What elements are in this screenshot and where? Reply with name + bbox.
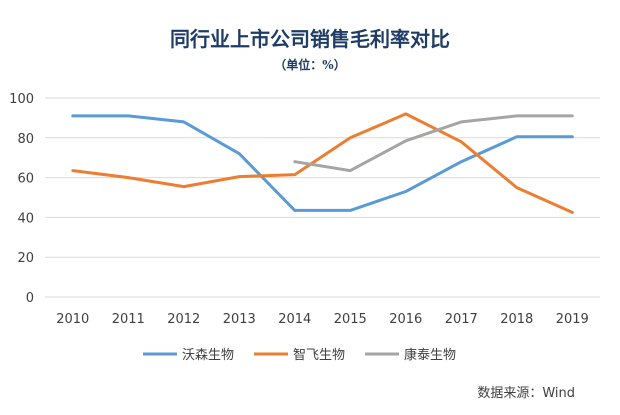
legend-label-kangtai: 康泰生物 [404, 347, 456, 363]
x-tick-label: 2018 [500, 312, 533, 327]
legend: 沃森生物 智飞生物 康泰生物 [143, 347, 456, 363]
series-line-1 [71, 112, 574, 214]
x-tick-label: 2013 [223, 312, 256, 327]
y-tick-label: 0 [26, 291, 34, 306]
y-axis: 0 20 40 60 80 100 [9, 92, 34, 306]
x-tick-label: 2016 [389, 312, 422, 327]
series-line-0 [71, 114, 574, 212]
data-source-note: 数据来源：Wind [477, 386, 575, 401]
y-tick-label: 100 [9, 92, 34, 107]
series-line-2 [293, 114, 574, 173]
y-tick-label: 60 [17, 172, 34, 187]
x-tick-label: 2015 [334, 312, 367, 327]
legend-item-zhifei: 智飞生物 [254, 348, 345, 363]
series-lines [71, 112, 574, 214]
legend-item-wosen: 沃森生物 [143, 348, 234, 363]
y-tick-label: 20 [17, 251, 34, 266]
x-axis: 2010 2011 2012 2013 2014 2015 2016 2017 2018 2019 [56, 312, 589, 327]
x-tick-label: 2011 [112, 312, 145, 327]
y-tick-label: 80 [17, 132, 34, 147]
legend-item-kangtai: 康泰生物 [365, 347, 456, 363]
x-tick-label: 2012 [167, 312, 200, 327]
x-tick-label: 2017 [445, 312, 478, 327]
gridlines [45, 97, 600, 298]
chart-title: 同行业上市公司销售毛利率对比 [170, 27, 450, 51]
x-tick-label: 2010 [56, 312, 89, 327]
x-tick-label: 2014 [278, 312, 311, 327]
y-tick-label: 40 [17, 211, 34, 226]
x-tick-label: 2019 [556, 312, 589, 327]
chart-subtitle: （单位：%） [274, 57, 345, 72]
legend-label-zhifei: 智飞生物 [293, 348, 345, 363]
legend-label-wosen: 沃森生物 [182, 348, 234, 363]
